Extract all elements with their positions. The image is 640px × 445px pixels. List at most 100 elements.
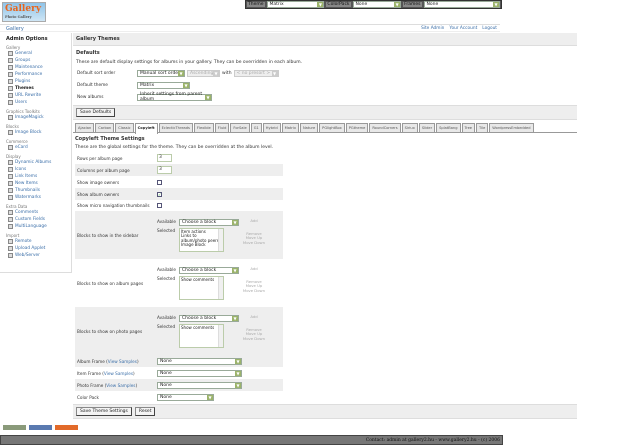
tab-ajaxian[interactable]: Ajaxian [75, 123, 95, 132]
sidebar-item-users[interactable]: Users [6, 99, 65, 106]
color-pack-select[interactable]: None ▼ [157, 393, 214, 401]
frames-select[interactable]: None ▼ [423, 1, 500, 8]
image-owners-checkbox[interactable] [157, 179, 162, 185]
default-theme-select[interactable]: Matrix ▼ [137, 81, 190, 89]
gallery-badge[interactable] [29, 425, 52, 430]
tab-copyleft[interactable]: Copyleft [134, 123, 158, 134]
micro-nav-checkbox[interactable] [157, 203, 162, 208]
sidebar-item-url-rewrite[interactable]: URL Rewrite [6, 92, 65, 99]
your-account-link[interactable]: Your Account [449, 26, 478, 31]
list-item[interactable]: Image Block [181, 242, 206, 247]
available-block-select[interactable]: Choose a block ▼ [179, 314, 239, 322]
album-owners-checkbox[interactable]: ✓ [157, 191, 162, 197]
sidebar-item-web-server[interactable]: Web/Server [6, 252, 65, 259]
sidebar-item-comments[interactable]: Comments [6, 209, 65, 216]
site-admin-link[interactable]: Site Admin [421, 26, 445, 31]
move-up-button[interactable]: Move Up [245, 331, 263, 336]
breadcrumb-gallery[interactable]: Gallery [6, 26, 24, 32]
available-block-select[interactable]: Choose a block ▼ [179, 266, 239, 274]
scrollbar[interactable] [218, 324, 223, 347]
sidebar-item-maintenance[interactable]: Maintenance [6, 64, 65, 71]
sidebar-item-general[interactable]: General [6, 50, 65, 57]
available-block-select[interactable]: Choose a block ▼ [179, 218, 239, 226]
sidebar-item-themes[interactable]: Themes [6, 85, 65, 92]
tab-tile[interactable]: Tile [476, 123, 489, 132]
remove-button[interactable]: Remove [246, 230, 262, 236]
tab-fluid[interactable]: Fluid [214, 123, 230, 132]
sidebar-item-groups[interactable]: Groups [6, 57, 65, 64]
selected-blocks-list[interactable]: Show comments [179, 275, 224, 300]
validation-badge[interactable] [3, 425, 26, 430]
sidebar-item-ecard[interactable]: eCard [6, 144, 65, 151]
tab-tree[interactable]: Tree [461, 123, 475, 132]
sidebar-item-imagemagick[interactable]: ImageMagick [6, 114, 65, 121]
sidebar-item-icons[interactable]: Icons [6, 166, 65, 173]
colorpack-select[interactable]: None ▼ [352, 1, 402, 8]
selected-blocks-list[interactable]: Show comments [179, 323, 224, 348]
sidebar-item-dynamic-albums[interactable]: Dynamic Albums [6, 159, 65, 166]
selected-blocks-list[interactable]: Item actions Links to album/photo peers Im… [179, 227, 224, 252]
sidebar-item-watermarks[interactable]: Watermarks [6, 194, 65, 201]
sidebar-item-remote[interactable]: Remote [6, 238, 65, 245]
sidebar-item-plugins[interactable]: Plugins [6, 78, 65, 85]
gallery-logo[interactable]: Gallery Photo Gallery [2, 2, 46, 22]
tab-slider[interactable]: Slider [418, 123, 436, 132]
tab-flexible[interactable]: Flexible [193, 123, 214, 132]
tab-hybrid[interactable]: Hybrid [262, 123, 281, 132]
new-albums-select[interactable]: Inherit settings from parent album ▼ [137, 92, 212, 102]
scrollbar[interactable] [218, 276, 223, 299]
move-down-button[interactable]: Move Down [242, 239, 266, 245]
cols-input[interactable]: 3 [157, 166, 172, 174]
view-samples-link[interactable]: View Samples [103, 370, 134, 376]
move-down-button[interactable]: Move Down [242, 335, 266, 341]
remove-button[interactable]: Remove [246, 326, 262, 332]
sidebar-item-custom-fields[interactable]: Custom Fields [6, 216, 65, 223]
tab-g1[interactable]: G1 [250, 123, 262, 132]
tab-roundcorners[interactable]: RoundCorners [369, 123, 401, 132]
sort-order-select[interactable]: Manual sort order ▼ [137, 69, 185, 77]
add-button[interactable]: Add [250, 217, 258, 223]
tab-pglightbox[interactable]: PGlightBox [319, 123, 345, 132]
photo-frame-select[interactable]: None ▼ [157, 381, 242, 389]
album-frame-select[interactable]: None ▼ [157, 357, 242, 365]
reset-button[interactable]: Reset [134, 407, 156, 416]
save-theme-settings-button[interactable]: Save Theme Settings [76, 407, 132, 416]
add-button[interactable]: Add [250, 313, 258, 319]
list-item[interactable]: Show comments [181, 324, 215, 330]
logout-link[interactable]: Logout [482, 26, 497, 31]
tab-classic[interactable]: Classic [115, 123, 134, 132]
sidebar-item-link-items[interactable]: Link Items [6, 173, 65, 180]
sidebar-item-multilanguage[interactable]: MultiLanguage [6, 223, 65, 230]
tab-forsale[interactable]: ForSale [230, 123, 250, 132]
list-item[interactable]: Item actions [181, 228, 206, 234]
sidebar-item-new-items[interactable]: New Items [6, 180, 65, 187]
move-up-button[interactable]: Move Up [245, 283, 263, 288]
move-down-button[interactable]: Move Down [242, 287, 266, 293]
theme-select[interactable]: Matrix ▼ [266, 1, 325, 8]
tab-wordpressembedded[interactable]: WordpressEmbedded [489, 123, 534, 132]
tab-nature[interactable]: Nature [299, 123, 319, 132]
move-up-button[interactable]: Move Up [245, 235, 263, 240]
sidebar-item-image-block[interactable]: Image Block [6, 129, 65, 136]
item-frame-select[interactable]: None ▼ [157, 369, 242, 377]
help-badge[interactable] [55, 425, 78, 430]
add-button[interactable]: Add [250, 265, 258, 271]
view-samples-link[interactable]: View Samples [106, 382, 136, 388]
tab-splatbang[interactable]: SplatBang [436, 123, 461, 132]
list-item[interactable]: Links to album/photo peers [181, 233, 219, 243]
sort-direction-select[interactable]: Ascending ▼ [187, 69, 220, 77]
tab-carbon[interactable]: Carbon [95, 123, 115, 132]
view-samples-link[interactable]: View Samples [107, 358, 137, 364]
save-defaults-button[interactable]: Save Defaults [76, 108, 116, 117]
tab-pgtheme[interactable]: PGtheme [345, 123, 369, 132]
remove-button[interactable]: Remove [246, 278, 262, 284]
scrollbar[interactable] [218, 228, 223, 251]
tab-siriux[interactable]: Siriux [401, 123, 418, 132]
list-item[interactable]: Show comments [181, 276, 215, 282]
tab-matrix[interactable]: Matrix [281, 123, 299, 132]
sidebar-item-performance[interactable]: Performance [6, 71, 65, 78]
sidebar-item-upload-applet[interactable]: Upload Applet [6, 245, 65, 252]
tab-eclecticthreads[interactable]: EclecticThreads [158, 123, 193, 132]
sidebar-item-thumbnails[interactable]: Thumbnails [6, 187, 65, 194]
rows-input[interactable]: 3 [157, 154, 172, 162]
